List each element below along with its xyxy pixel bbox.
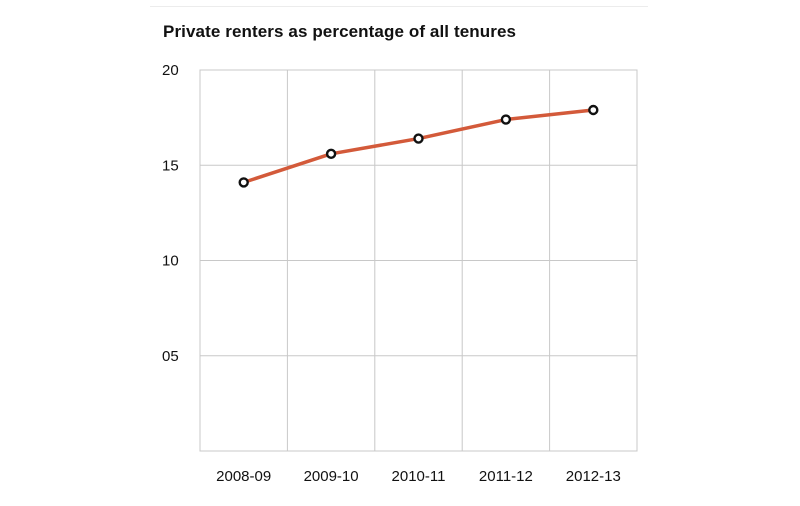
chart-title: Private renters as percentage of all ten… <box>163 22 517 41</box>
x-tick-label: 2009-10 <box>304 468 359 485</box>
data-point <box>238 177 249 188</box>
y-tick-label: 10 <box>162 253 179 270</box>
data-point <box>500 114 512 125</box>
top-divider <box>150 6 648 7</box>
grid <box>199 69 638 452</box>
y-tick-label: 05 <box>162 348 179 365</box>
data-point <box>413 133 424 144</box>
data-point <box>588 104 599 116</box>
series-line <box>241 108 596 185</box>
y-tick-label: 15 <box>162 157 179 174</box>
y-axis-ticks: 20 15 10 05 <box>162 62 179 365</box>
x-axis-ticks: 2008-09 2009-10 2010-11 2011-12 2012-13 <box>216 468 621 485</box>
series <box>238 104 599 188</box>
y-tick-label: 20 <box>162 62 179 79</box>
x-tick-label: 2012-13 <box>566 468 621 485</box>
x-tick-label: 2008-09 <box>216 468 271 485</box>
data-point <box>325 148 337 160</box>
x-tick-label: 2010-11 <box>392 468 446 485</box>
x-tick-label: 2011-12 <box>479 468 533 485</box>
